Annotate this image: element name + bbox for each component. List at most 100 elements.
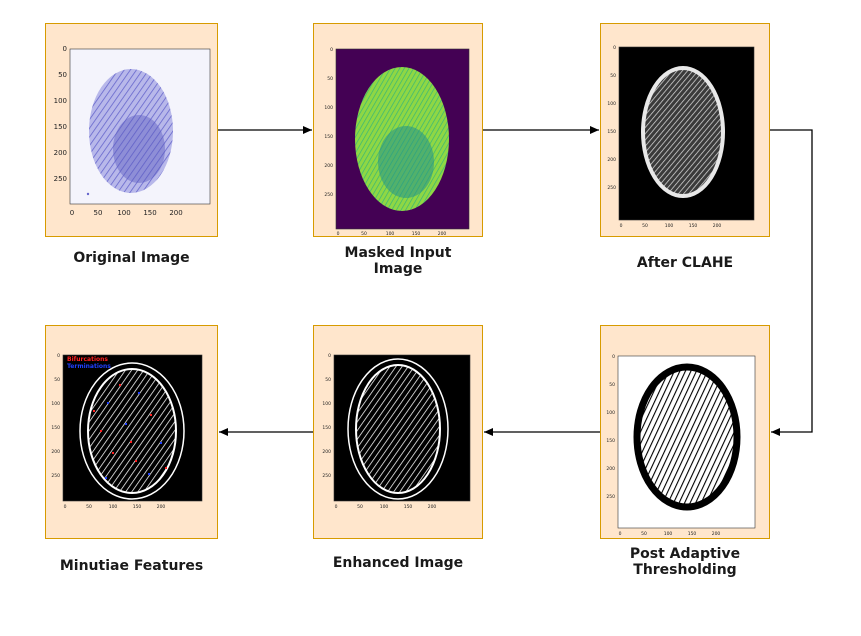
x-tick-label: 100 (380, 504, 389, 510)
termination-marker (105, 477, 107, 479)
bifurcation-marker (93, 410, 95, 412)
clahe-plot: 0 50 100 150 200 250 0 50 100 150 200 (607, 45, 755, 229)
y-tick-label: 0 (328, 353, 331, 359)
y-tick-label: 250 (54, 175, 67, 183)
panel-enhanced-image: 0 50 100 150 200 250 0 50 100 150 200 (313, 325, 483, 539)
caption-enhanced-image: Enhanced Image (332, 555, 464, 571)
y-tick-label: 50 (610, 73, 616, 79)
bifurcation-marker (135, 460, 137, 462)
panel-after-clahe: 0 50 100 150 200 250 0 50 100 150 200 (600, 23, 770, 237)
x-tick-label: 100 (117, 209, 130, 217)
x-tick-label: 50 (86, 504, 92, 510)
x-tick-label: 50 (642, 223, 648, 229)
y-tick-label: 150 (607, 129, 616, 135)
y-tick-label: 50 (327, 76, 333, 82)
threshold-plot: 0 50 100 150 200 250 0 50 100 150 200 (606, 354, 756, 537)
y-tick-label: 100 (54, 97, 67, 105)
x-tick-label: 150 (133, 504, 142, 510)
x-tick-label: 200 (169, 209, 182, 217)
termination-marker (125, 423, 127, 425)
enhanced-outer-ring (347, 358, 449, 500)
minutiae-markers (93, 384, 167, 479)
y-tick-label: 0 (330, 47, 333, 53)
y-tick-label: 250 (322, 473, 331, 479)
x-tick-label: 150 (689, 223, 698, 229)
x-tick-label: 50 (361, 231, 367, 236)
caption-after-clahe: After CLAHE (636, 255, 734, 271)
x-tick-label: 50 (357, 504, 363, 510)
y-tick-label: 50 (54, 377, 60, 383)
y-tick-label: 150 (51, 425, 60, 431)
y-tick-label: 50 (58, 71, 67, 79)
legend-terminations: Terminations (67, 363, 111, 370)
x-tick-label: 100 (664, 531, 673, 537)
x-tick-label: 0 (70, 209, 74, 217)
threshold-fingerprint (633, 363, 741, 511)
x-tick-label: 0 (335, 504, 338, 510)
panel-minutiae-features: Bifurcations Terminations 0 50 (45, 325, 218, 539)
original-image-plot: 0 50 100 150 200 250 0 50 100 150 200 (54, 45, 211, 217)
bifurcation-marker (165, 467, 167, 469)
y-tick-label: 200 (606, 466, 615, 472)
y-tick-label: 150 (54, 123, 67, 131)
x-tick-label: 150 (412, 231, 421, 236)
panel-post-adaptive-thresholding: 0 50 100 150 200 250 0 50 100 150 200 (600, 325, 770, 539)
x-tick-label: 200 (157, 504, 166, 510)
minutiae-fingerprint (87, 368, 177, 494)
bifurcation-marker (130, 441, 132, 443)
x-tick-label: 50 (94, 209, 103, 217)
x-tick-label: 50 (641, 531, 647, 537)
legend-bifurcations: Bifurcations (67, 356, 108, 363)
arrow-clahe-to-threshold (770, 129, 813, 436)
caption-post-adaptive-thresholding: Post Adaptive Thresholding (629, 546, 741, 578)
y-tick-label: 250 (606, 494, 615, 500)
y-tick-label: 50 (609, 382, 615, 388)
x-tick-label: 200 (438, 231, 447, 236)
x-tick-label: 0 (337, 231, 340, 236)
minutiae-plot: Bifurcations Terminations 0 50 (51, 353, 203, 510)
caption-minutiae-features: Minutiae Features (59, 558, 204, 574)
y-tick-label: 150 (606, 438, 615, 444)
y-tick-label: 200 (607, 157, 616, 163)
termination-marker (107, 402, 109, 404)
stray-dot (86, 192, 90, 196)
x-tick-label: 200 (713, 223, 722, 229)
y-tick-label: 150 (322, 425, 331, 431)
clahe-fingerprint (641, 66, 725, 198)
y-tick-label: 250 (607, 185, 616, 191)
y-tick-label: 100 (51, 401, 60, 407)
x-tick-label: 200 (712, 531, 721, 537)
x-tick-label: 150 (404, 504, 413, 510)
y-tick-label: 100 (607, 101, 616, 107)
x-tick-label: 150 (688, 531, 697, 537)
x-tick-label: 100 (109, 504, 118, 510)
fingerprint-image (89, 69, 173, 193)
x-tick-label: 200 (428, 504, 437, 510)
y-tick-label: 0 (613, 45, 616, 51)
y-tick-label: 200 (54, 149, 67, 157)
minutiae-outer-ring (79, 362, 185, 500)
y-tick-label: 200 (322, 449, 331, 455)
bifurcation-marker (150, 414, 152, 416)
x-tick-label: 0 (64, 504, 67, 510)
y-tick-label: 250 (324, 192, 333, 198)
y-tick-label: 50 (325, 377, 331, 383)
panel-masked-input: 0 50 100 150 200 250 0 50 100 150 200 (313, 23, 483, 237)
y-tick-label: 0 (63, 45, 67, 53)
bifurcation-marker (112, 452, 114, 454)
termination-marker (138, 392, 140, 394)
y-tick-label: 100 (322, 401, 331, 407)
fingerprint-core (113, 115, 165, 183)
y-tick-label: 0 (57, 353, 60, 359)
masked-core (378, 126, 434, 198)
enhanced-fingerprint (355, 364, 441, 494)
x-tick-label: 0 (619, 531, 622, 537)
caption-masked-input: Masked Input Image (344, 245, 452, 277)
y-tick-label: 150 (324, 134, 333, 140)
termination-marker (148, 473, 150, 475)
y-tick-label: 250 (51, 473, 60, 479)
caption-original-image: Original Image (73, 250, 190, 266)
x-tick-label: 150 (143, 209, 156, 217)
